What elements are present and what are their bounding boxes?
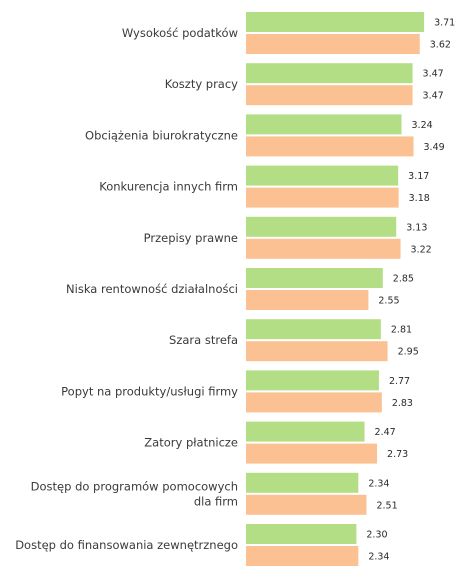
bar-series-1 xyxy=(246,63,413,84)
category-label: Dostęp do finansowania zewnętrznego xyxy=(15,538,238,552)
bar-series-2 xyxy=(246,341,388,362)
category-label: Konkurencja innych firm xyxy=(99,180,238,194)
data-label: 2.55 xyxy=(378,296,399,307)
bar-series-2 xyxy=(246,494,367,515)
data-label: 2.73 xyxy=(387,449,408,460)
bar-series-2 xyxy=(246,85,413,106)
category-label: Koszty pracy xyxy=(165,77,238,91)
category-label: dla firm xyxy=(194,494,238,508)
bar-series-1 xyxy=(246,421,365,442)
bar-series-1 xyxy=(246,472,359,493)
category-label: Zatory płatnicze xyxy=(144,436,238,450)
bar-series-2 xyxy=(246,546,359,566)
bar-series-2 xyxy=(246,238,401,259)
category-label: Wysokość podatków xyxy=(122,26,238,40)
data-label: 3.47 xyxy=(423,69,444,80)
bar-series-1 xyxy=(246,268,383,288)
data-label: 2.30 xyxy=(366,530,387,541)
bar-series-1 xyxy=(246,165,399,186)
data-label: 3.17 xyxy=(408,171,429,182)
category-label: Popyt na produkty/usługi firmy xyxy=(61,384,238,398)
category-label: Obciążenia biurokratyczne xyxy=(85,128,238,142)
bar-series-1 xyxy=(246,319,381,340)
bar-series-1 xyxy=(246,114,402,135)
category-label: Niska rentowność działalności xyxy=(66,282,238,296)
category-label: Szara strefa xyxy=(169,333,238,347)
data-label: 3.22 xyxy=(411,244,432,255)
data-label: 2.34 xyxy=(368,552,389,563)
data-label: 3.62 xyxy=(430,40,451,51)
category-label: Przepisy prawne xyxy=(144,231,238,245)
data-label: 3.13 xyxy=(406,222,427,233)
data-label: 2.77 xyxy=(389,376,410,387)
bar-series-1 xyxy=(246,12,425,32)
data-label: 2.34 xyxy=(368,478,389,489)
bar-series-1 xyxy=(246,524,357,544)
data-label: 2.95 xyxy=(398,347,419,358)
data-label: 2.81 xyxy=(391,325,412,336)
data-label: 3.24 xyxy=(412,120,433,131)
bar-series-2 xyxy=(246,34,420,54)
labels-layer: 3.71 3.62 Wysokość podatków 3.47 3.47 Koszty … xyxy=(15,18,455,563)
data-label: 3.18 xyxy=(409,193,430,204)
data-label: 3.49 xyxy=(424,142,445,153)
category-label: Dostęp do programów pomocowych xyxy=(31,479,238,493)
data-label: 3.47 xyxy=(423,91,444,102)
bars-layer xyxy=(246,12,425,566)
data-label: 3.71 xyxy=(434,18,455,29)
bar-series-1 xyxy=(246,216,397,237)
data-label: 2.83 xyxy=(392,398,413,409)
bar-series-1 xyxy=(246,370,379,391)
bar-series-2 xyxy=(246,187,399,208)
data-label: 2.85 xyxy=(393,274,414,285)
bar-series-2 xyxy=(246,290,369,310)
data-label: 2.51 xyxy=(376,500,397,511)
bar-series-2 xyxy=(246,136,414,157)
bar-series-2 xyxy=(246,392,382,413)
data-label: 2.47 xyxy=(375,427,396,438)
bar-series-2 xyxy=(246,443,378,464)
